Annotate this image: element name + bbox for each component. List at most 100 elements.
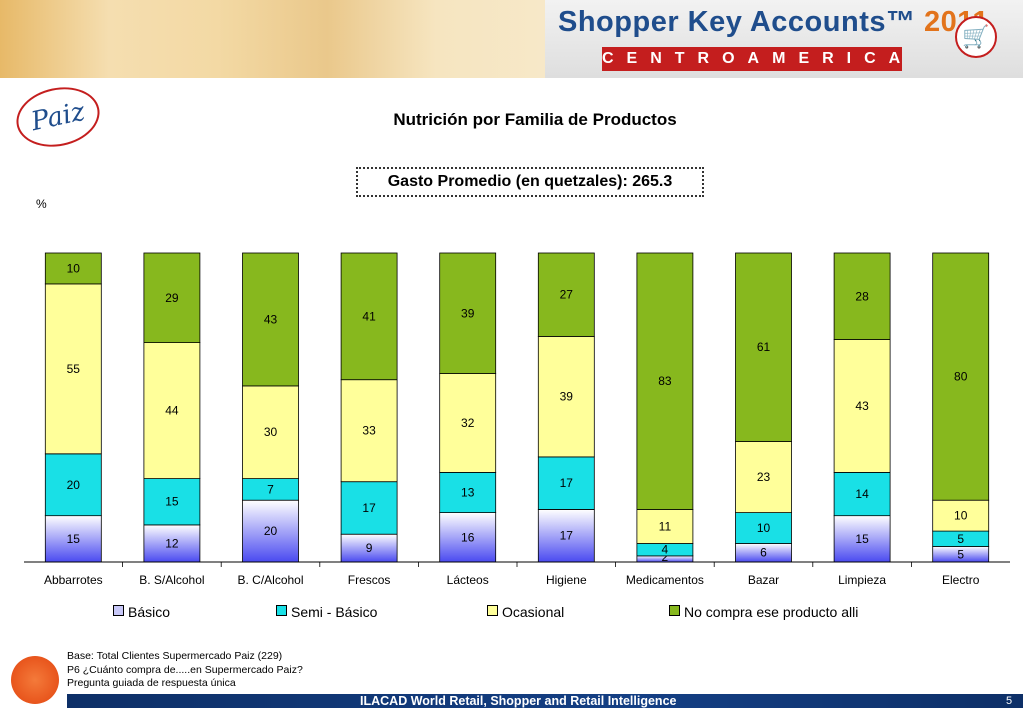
bar-segment	[242, 385, 299, 479]
legend-label-ocasional: Ocasional	[502, 604, 565, 620]
bar-segment	[340, 252, 398, 381]
bar-segment	[833, 252, 891, 340]
data-label: 11	[659, 520, 672, 534]
bar-segment	[44, 252, 102, 285]
x-tick-label: B. C/Alcohol	[237, 573, 303, 587]
legend-label-no-compra: No compra ese producto alli	[684, 604, 859, 620]
bar-segment	[439, 512, 497, 563]
bar-segment	[735, 512, 792, 544]
footnote-type: Pregunta guiada de respuesta única	[67, 677, 236, 689]
bar-segment	[439, 471, 497, 513]
data-label: 13	[461, 486, 475, 500]
footnote-base: Base: Total Clientes Supermercado Paiz (…	[67, 650, 283, 662]
data-label: 12	[165, 537, 179, 551]
shopping-cart-icon: 🛒	[955, 16, 997, 58]
bar-segment	[44, 453, 102, 517]
legend-swatch-no-compra	[669, 605, 680, 616]
legend-swatch-ocasional	[487, 605, 498, 616]
data-label: 16	[461, 530, 475, 544]
page-number: 5	[1006, 695, 1013, 707]
data-label: 5	[957, 547, 964, 561]
bar-segment	[143, 478, 201, 526]
banner-photo-strip	[0, 0, 545, 78]
x-tick-label: Medicamentos	[626, 573, 704, 587]
data-label: 4	[662, 543, 669, 557]
data-label: 10	[757, 521, 771, 535]
chart-legend: Básico Semi - Básico Ocasional No compra…	[0, 604, 1023, 624]
data-label: 29	[165, 291, 179, 305]
footer-text: ILACAD World Retail, Shopper and Retail …	[360, 694, 677, 708]
data-label: 80	[954, 370, 968, 384]
bar-segment	[537, 509, 595, 563]
bar-segment	[143, 342, 201, 480]
data-label: 17	[362, 501, 376, 515]
data-label: 23	[757, 470, 771, 484]
bar-segment	[537, 252, 595, 337]
data-label: 14	[855, 487, 869, 501]
footer-bar	[67, 694, 1023, 708]
data-label: 17	[560, 476, 574, 490]
data-label: 15	[67, 532, 81, 546]
bar-segment	[636, 509, 694, 544]
y-axis-unit: %	[36, 197, 47, 211]
data-label: 61	[757, 340, 771, 354]
data-label: 43	[855, 399, 869, 413]
data-label: 44	[165, 404, 179, 418]
bar-segment	[44, 283, 102, 455]
data-label: 20	[264, 524, 278, 538]
data-label: 2	[662, 550, 669, 564]
data-label: 10	[67, 262, 81, 276]
bar-segment	[833, 339, 891, 473]
data-label: 7	[267, 482, 274, 496]
legend-item-semi-basico: Semi - Básico	[276, 604, 377, 620]
x-tick-label: Lácteos	[447, 573, 489, 587]
bar-segment	[537, 335, 595, 458]
legend-item-basico: Básico	[113, 604, 170, 620]
x-tick-label: Limpieza	[838, 573, 886, 587]
data-label: 39	[461, 306, 475, 320]
data-label: 83	[658, 374, 672, 388]
bar-segment	[242, 252, 299, 387]
data-label: 15	[855, 532, 869, 546]
legend-swatch-semi-basico	[276, 605, 287, 616]
bar-segment	[439, 373, 497, 473]
data-label: 6	[760, 546, 767, 560]
legend-swatch-basico	[113, 605, 124, 616]
ilacad-logo	[11, 656, 59, 704]
bar-segment	[636, 252, 694, 510]
bar-segment	[833, 515, 891, 563]
footnote-question: P6 ¿Cuánto compra de.....en Supermercado…	[67, 663, 303, 676]
data-label: 55	[67, 362, 81, 376]
data-label: 33	[362, 424, 376, 438]
x-tick-label: Higiene	[546, 573, 587, 587]
data-label: 10	[954, 509, 968, 523]
data-label: 30	[264, 425, 278, 439]
data-label: 9	[366, 541, 373, 555]
legend-label-basico: Básico	[128, 604, 171, 620]
x-tick-label: Bazar	[748, 573, 779, 587]
x-tick-label: Frescos	[348, 573, 391, 587]
data-label: 15	[165, 495, 179, 509]
bar-segment	[340, 481, 398, 535]
chart-title: Nutrición por Familia de Productos	[393, 110, 677, 129]
legend-item-ocasional: Ocasional	[487, 604, 564, 620]
bar-segment	[735, 252, 792, 442]
data-label: 39	[560, 390, 574, 404]
bar-segment	[439, 252, 497, 374]
header-banner: Shopper Key Accounts™ 2011 CENTROAMERICA…	[0, 0, 1023, 78]
data-label: 43	[264, 312, 278, 326]
bar-segment	[932, 252, 990, 501]
banner-title-text: Shopper Key Accounts™	[558, 6, 916, 38]
data-label: 5	[957, 532, 964, 546]
data-label: 41	[362, 309, 376, 323]
footnotes: Base: Total Clientes Supermercado Paiz (…	[67, 650, 303, 691]
legend-label-semi-basico: Semi - Básico	[291, 604, 378, 620]
bar-segment	[833, 471, 891, 517]
data-label: 20	[67, 478, 81, 492]
banner-subtitle: CENTROAMERICA	[602, 47, 902, 71]
data-label: 32	[461, 416, 475, 430]
average-spend-box: Gasto Promedio (en quetzales): 265.3	[356, 167, 704, 197]
bar-segment	[340, 379, 398, 483]
data-label: 17	[560, 529, 574, 543]
